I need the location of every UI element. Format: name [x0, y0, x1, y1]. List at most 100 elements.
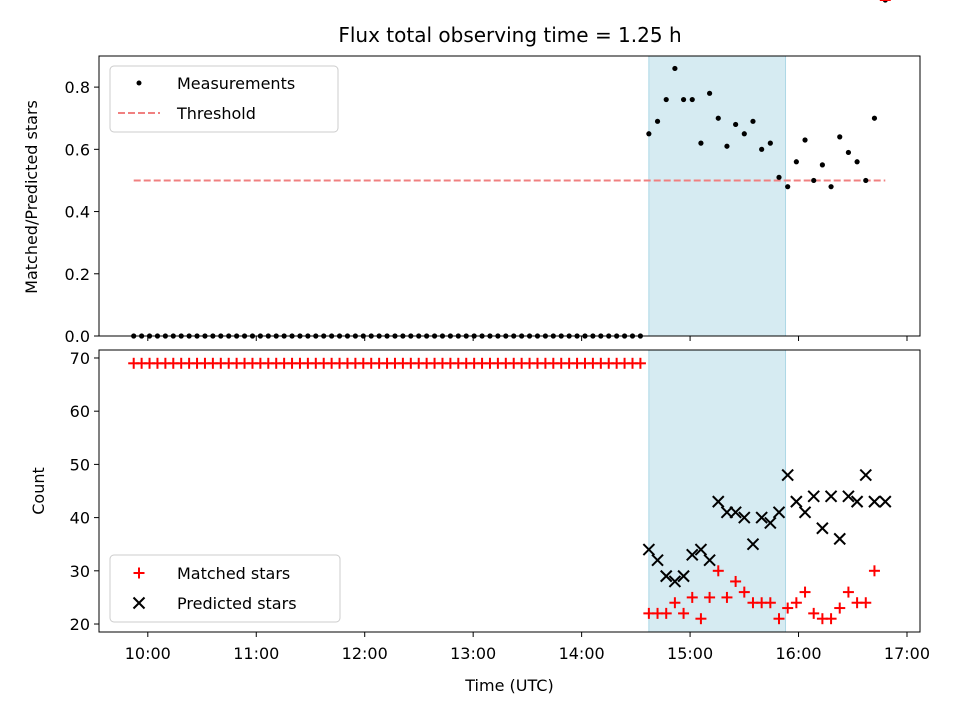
- measurement-point: [811, 177, 817, 184]
- x-tick-label: 13:00: [450, 644, 496, 663]
- measurement-point: [663, 96, 669, 103]
- predicted-point-b: [764, 516, 777, 530]
- bottom-y-tick-label: 70: [70, 349, 90, 368]
- bottom-axis-ticks: 10:00 11:00 12:00 13:00 14:00 15:00 16:00 17:00…: [70, 349, 930, 663]
- matched-point: [730, 575, 742, 587]
- predicted-point-b: [850, 495, 864, 508]
- predicted-point: [668, 575, 682, 588]
- measurement-point: [854, 159, 860, 165]
- predicted-point-b: [879, 495, 892, 508]
- measurement-point: [654, 118, 661, 124]
- predicted-point-b: [816, 522, 829, 535]
- predicted-point: [712, 495, 725, 508]
- predicted-point-b: [703, 553, 716, 567]
- bottom-legend-box: [109, 554, 341, 623]
- measurement-point: [871, 115, 878, 121]
- measurement-point: [724, 143, 730, 149]
- matched-point: [782, 602, 794, 614]
- predicted-point-b: [824, 490, 838, 503]
- bottom-data-marks: [128, 0, 892, 625]
- predicted-point: [703, 553, 716, 567]
- top-legend-box: [109, 65, 339, 133]
- measurement-point: [733, 121, 739, 128]
- predicted-point: [764, 516, 777, 530]
- measurement-point: [767, 140, 773, 146]
- measurement-point: [741, 131, 747, 137]
- predicted-point-b: [660, 569, 673, 583]
- x-axis-label: Time (UTC): [464, 676, 553, 695]
- bottom-y-tick-label: 40: [70, 509, 90, 528]
- matched-point: [634, 357, 646, 369]
- chart-title: Flux total observing time = 1.25 h: [338, 23, 681, 47]
- bottom-legend: Matched stars Predicted stars: [109, 554, 341, 623]
- predicted-point: [642, 543, 656, 556]
- measurement-point: [706, 90, 713, 96]
- matched-point: [868, 565, 880, 577]
- predicted-point: [677, 569, 690, 583]
- matched-point: [695, 613, 707, 625]
- measurement-point: [680, 96, 687, 103]
- matched-point: [660, 607, 672, 619]
- predicted-point: [859, 468, 872, 482]
- predicted-point-b: [729, 506, 742, 519]
- matched-point: [704, 591, 716, 603]
- predicted-point: [755, 511, 768, 524]
- legend-measurements-label: Measurements: [177, 74, 295, 93]
- top-y-axis-label: Matched/Predicted stars: [22, 100, 41, 294]
- predicted-point-b: [677, 569, 690, 583]
- predicted-point-b: [790, 495, 803, 508]
- legend-matched-plus: [133, 567, 145, 579]
- legend-matched-marker: [133, 567, 145, 579]
- predicted-point-b: [712, 495, 725, 508]
- predicted-point-b: [833, 532, 846, 546]
- bottom-y-tick-label: 20: [70, 615, 90, 634]
- predicted-point-b: [668, 575, 682, 588]
- matched-point: [808, 607, 820, 619]
- bottom-highlight-span: [648, 349, 787, 633]
- matched-point: [721, 591, 733, 603]
- predicted-point: [790, 495, 803, 508]
- matched-point: [825, 613, 837, 625]
- bottom-y-tick-label: 30: [70, 562, 90, 581]
- measurement-point: [672, 65, 678, 72]
- bottom-y-tick-label: 60: [70, 402, 90, 421]
- bottom-plot-frame: [98, 349, 921, 633]
- predicted-point-b: [868, 495, 881, 508]
- top-y-tick-label: 0.4: [65, 203, 90, 222]
- measurement-point: [793, 159, 799, 165]
- predicted-point: [686, 548, 699, 562]
- measurement-point: [698, 140, 704, 146]
- measurement-point: [715, 115, 721, 121]
- bottom-y-tick-label: 50: [70, 455, 90, 474]
- predicted-point-b: [807, 490, 820, 503]
- predicted-point-b: [781, 468, 794, 482]
- predicted-point: [833, 532, 846, 546]
- matched-point: [686, 591, 698, 603]
- predicted-point-b: [755, 511, 768, 524]
- x-tick-label: 10:00: [125, 644, 171, 663]
- predicted-point: [842, 490, 855, 503]
- matched-point: [764, 597, 776, 609]
- predicted-point: [729, 506, 742, 519]
- legend-measurements-marker: [136, 80, 142, 86]
- predicted-point: [868, 495, 881, 508]
- predicted-point: [694, 543, 708, 556]
- measurement-point: [646, 131, 652, 137]
- predicted-point: [798, 506, 812, 519]
- predicted-point: [824, 490, 838, 503]
- top-y-tick-label: 0.6: [65, 140, 90, 159]
- measurement-point: [785, 184, 791, 190]
- measurement-point: [689, 96, 695, 103]
- matched-point: [712, 565, 724, 577]
- predicted-point: [651, 553, 664, 567]
- predicted-point-b: [772, 506, 786, 519]
- matched-point: [773, 613, 785, 625]
- bottom-y-axis-label: Count: [29, 467, 48, 515]
- predicted-point-b: [642, 543, 656, 556]
- x-tick-label: 15:00: [667, 644, 713, 663]
- matched-point: [842, 586, 854, 598]
- legend-predicted-cross-b: [132, 596, 146, 610]
- predicted-point-b: [694, 543, 708, 556]
- x-tick-label: 11:00: [233, 644, 279, 663]
- predicted-point: [660, 569, 673, 583]
